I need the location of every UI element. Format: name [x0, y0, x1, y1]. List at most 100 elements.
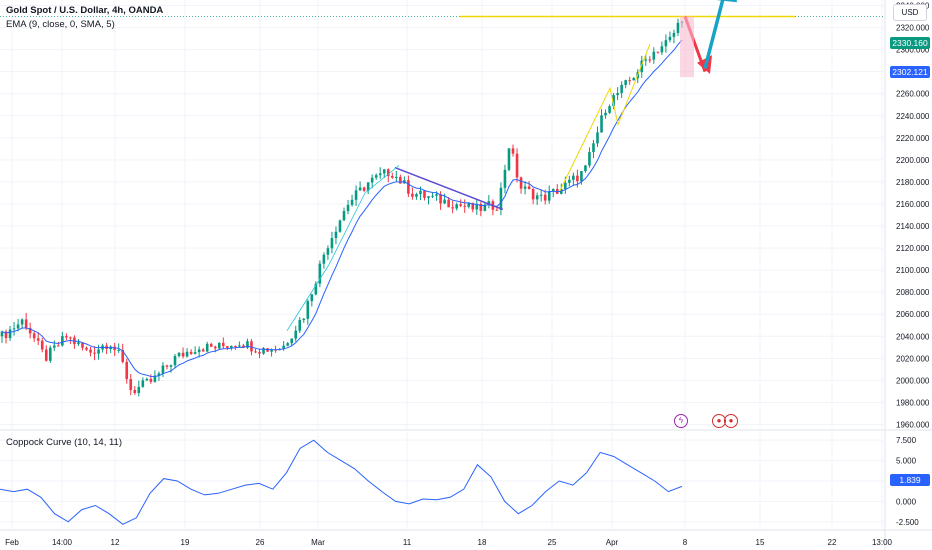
x-tick-label: 22 — [828, 538, 837, 547]
candle-body — [592, 143, 595, 153]
candle-body — [173, 356, 177, 366]
y-tick-label: 2240.000 — [896, 112, 930, 121]
candle-body — [515, 153, 519, 178]
arrow-up-head — [716, 0, 737, 3]
candle-body — [161, 365, 165, 374]
candle-body — [117, 349, 120, 351]
ema-indicator-label[interactable]: EMA (9, close, 0, SMA, 5) — [6, 19, 115, 30]
y-tick-label: -2.500 — [896, 518, 919, 527]
candle-body — [12, 328, 16, 330]
candle-body — [612, 95, 615, 107]
last-price-tag: 2330.160 — [890, 37, 930, 49]
candle-body — [511, 148, 515, 154]
candle-body — [20, 319, 24, 325]
candle-body — [411, 193, 414, 197]
candle-body — [342, 211, 346, 221]
y-tick-label: 2300.000 — [896, 46, 930, 55]
candle-body — [447, 199, 450, 208]
candle-body — [664, 40, 668, 47]
candle-body — [415, 194, 418, 197]
candle-body — [350, 199, 354, 205]
coppock-indicator-label[interactable]: Coppock Curve (10, 14, 11) — [6, 437, 122, 448]
candle-body — [48, 347, 52, 361]
candle-body — [572, 175, 575, 180]
candle-body — [423, 190, 426, 198]
candle-body — [374, 175, 378, 178]
candle-body — [354, 190, 358, 200]
candle-body — [53, 345, 56, 348]
candle-body — [129, 379, 133, 390]
candle-body — [234, 345, 237, 347]
candle-body — [145, 378, 149, 381]
candle-body — [302, 318, 306, 321]
candle-body — [282, 345, 285, 350]
candle-body — [69, 337, 72, 339]
y-tick-label: 2020.000 — [896, 354, 930, 363]
candle-body — [471, 202, 475, 210]
x-tick-label: 13:00 — [872, 538, 893, 547]
candle-body — [576, 175, 579, 182]
candle-body — [226, 346, 229, 348]
candle-body — [153, 375, 157, 382]
candle-body — [77, 342, 80, 345]
candle-body — [479, 203, 483, 212]
candle-body — [44, 349, 48, 361]
y-tick-label: 2320.000 — [896, 24, 930, 33]
candle-body — [620, 84, 623, 94]
y-tick-label: 1960.000 — [896, 420, 930, 429]
candle-body — [346, 204, 350, 212]
candle-body — [427, 196, 430, 198]
candle-body — [588, 152, 591, 166]
candle-body — [443, 199, 446, 204]
candle-body — [185, 351, 189, 357]
candle-body — [322, 254, 326, 264]
ema-line — [1, 39, 683, 378]
x-tick-label: 18 — [478, 538, 487, 547]
us-flag-icon[interactable]: ● — [724, 414, 738, 428]
candle-body — [624, 80, 627, 85]
candle-body — [334, 231, 338, 239]
candle-body — [254, 351, 257, 353]
candle-body — [431, 195, 434, 197]
candle-body — [270, 349, 273, 352]
candle-body — [584, 165, 587, 172]
x-tick-label: 8 — [683, 538, 688, 547]
candle-body — [213, 346, 217, 349]
y-tick-label: 2120.000 — [896, 244, 930, 253]
currency-button[interactable]: USD — [893, 4, 927, 21]
candle-body — [157, 373, 161, 376]
ema-price-tag: 2302.121 — [890, 66, 930, 78]
y-tick-label: 2000.000 — [896, 376, 930, 385]
candle-body — [8, 329, 12, 339]
candle-body — [451, 207, 454, 209]
candle-body — [467, 202, 471, 207]
x-tick-label: 11 — [403, 538, 412, 547]
y-tick-label: 5.000 — [896, 457, 917, 466]
candle-body — [596, 132, 599, 144]
candle-body — [169, 365, 173, 367]
candle-body — [362, 187, 366, 191]
candle-body — [604, 112, 607, 116]
candle-body — [97, 349, 100, 354]
candle-body — [483, 204, 487, 212]
y-tick-label: 2040.000 — [896, 332, 930, 341]
candle-body — [298, 320, 302, 331]
candle-body — [535, 195, 539, 200]
candle-body — [628, 80, 631, 82]
symbol-title[interactable]: Gold Spot / U.S. Dollar, 4h, OANDA — [6, 5, 164, 16]
candle-body — [564, 182, 567, 190]
candle-body — [495, 209, 499, 211]
candle-body — [358, 187, 362, 191]
x-tick-label: 19 — [181, 538, 190, 547]
candle-body — [125, 361, 129, 380]
candle-body — [366, 182, 370, 191]
x-tick-label: Feb — [5, 538, 19, 547]
candle-body — [672, 32, 676, 37]
y-tick-label: 2140.000 — [896, 222, 930, 231]
candle-body — [81, 342, 84, 348]
candle-body — [141, 380, 145, 387]
lightning-icon[interactable]: ϟ — [674, 414, 688, 428]
candle-body — [222, 342, 225, 347]
